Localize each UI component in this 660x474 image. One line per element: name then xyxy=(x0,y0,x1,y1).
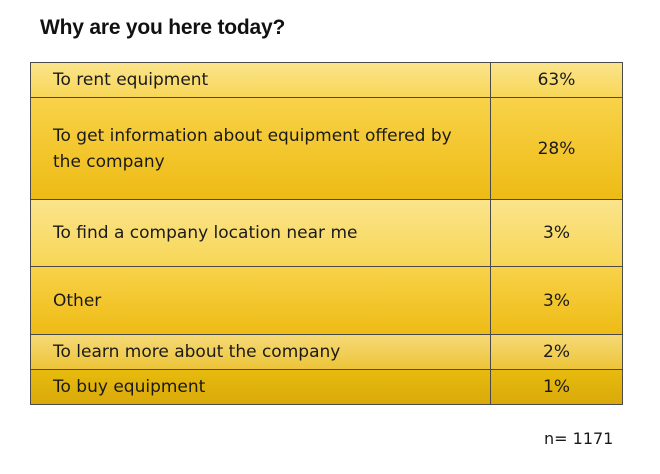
table-row: To find a company location near me 3% xyxy=(30,199,623,267)
percent-cell: 2% xyxy=(490,334,623,370)
percent-cell: 1% xyxy=(490,369,623,405)
survey-results-table: To rent equipment 63% To get information… xyxy=(30,62,623,405)
answer-cell: To buy equipment xyxy=(30,369,491,405)
answer-cell: To learn more about the company xyxy=(30,334,491,370)
table-row: To rent equipment 63% xyxy=(30,62,623,98)
chart-title: Why are you here today? xyxy=(40,16,286,39)
percent-cell: 3% xyxy=(490,199,623,267)
percent-cell: 63% xyxy=(490,62,623,98)
answer-cell: To rent equipment xyxy=(30,62,491,98)
table-row: To get information about equipment offer… xyxy=(30,97,623,200)
table-row: Other 3% xyxy=(30,266,623,335)
table-row: To learn more about the company 2% xyxy=(30,334,623,370)
answer-cell: To get information about equipment offer… xyxy=(30,97,491,200)
answer-cell: To find a company location near me xyxy=(30,199,491,267)
percent-cell: 3% xyxy=(490,266,623,335)
table-row: To buy equipment 1% xyxy=(30,369,623,405)
answer-cell: Other xyxy=(30,266,491,335)
percent-cell: 28% xyxy=(490,97,623,200)
sample-size-label: n= 1171 xyxy=(544,429,614,448)
